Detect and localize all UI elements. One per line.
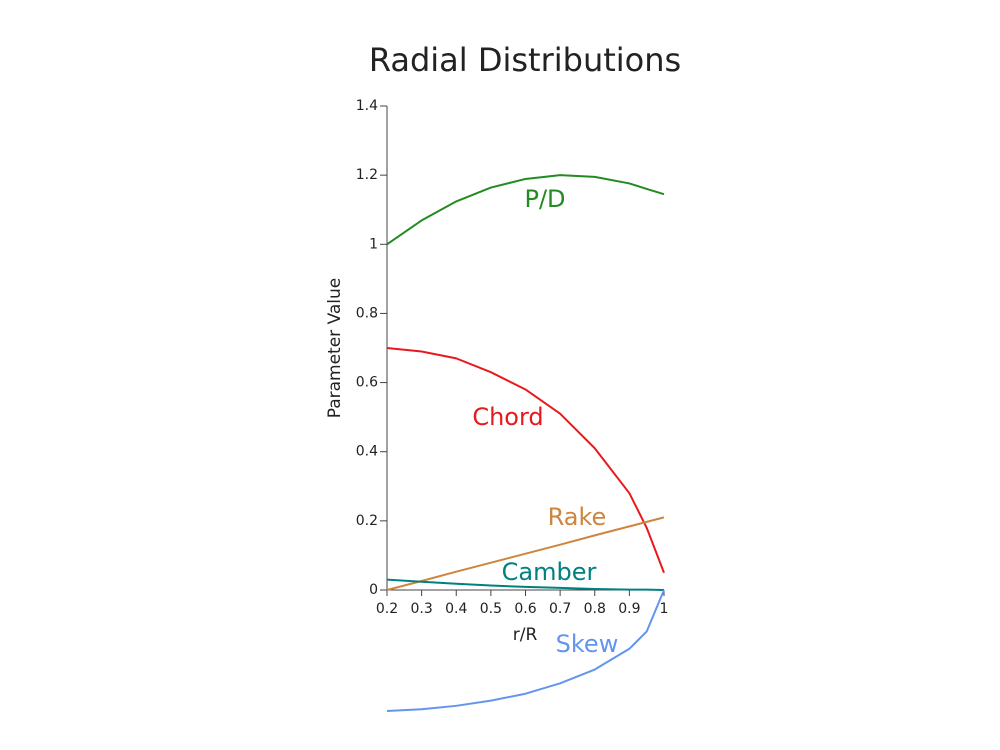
series-line bbox=[386, 516, 665, 591]
x-tick-label: 0.6 bbox=[514, 601, 536, 617]
x-tick-label: 0.8 bbox=[584, 601, 606, 617]
series-line bbox=[386, 578, 665, 591]
y-tick-label: 0.4 bbox=[356, 444, 378, 460]
chart-title: Radial Distributions bbox=[369, 41, 681, 79]
x-tick-label: 0.7 bbox=[549, 601, 571, 617]
series-line bbox=[386, 347, 665, 574]
x-tick-label: 0.2 bbox=[376, 601, 398, 617]
y-tick-label: 0.6 bbox=[356, 375, 378, 391]
y-tick-label: 0.8 bbox=[356, 305, 378, 321]
x-tick-label: 1 bbox=[660, 601, 669, 617]
series-line bbox=[386, 589, 665, 712]
y-axis-label: Parameter Value bbox=[325, 278, 345, 419]
series-label: Skew bbox=[556, 630, 619, 658]
y-tick-label: 1.4 bbox=[356, 98, 378, 114]
x-axis-label: r/R bbox=[513, 625, 538, 645]
x-tick-label: 0.9 bbox=[618, 601, 640, 617]
series-line bbox=[386, 174, 665, 246]
y-tick-label: 1.2 bbox=[356, 167, 378, 183]
series-label: Camber bbox=[502, 558, 597, 586]
series-label: P/D bbox=[524, 185, 565, 213]
y-tick-label: 0.2 bbox=[356, 513, 378, 529]
series-label: Chord bbox=[472, 403, 543, 431]
y-tick-label: 1 bbox=[369, 236, 378, 252]
y-tick-label: 0 bbox=[369, 582, 378, 598]
x-tick-label: 0.5 bbox=[480, 601, 502, 617]
x-tick-label: 0.3 bbox=[410, 601, 432, 617]
series-label: Rake bbox=[548, 503, 607, 531]
x-tick-label: 0.4 bbox=[445, 601, 467, 617]
